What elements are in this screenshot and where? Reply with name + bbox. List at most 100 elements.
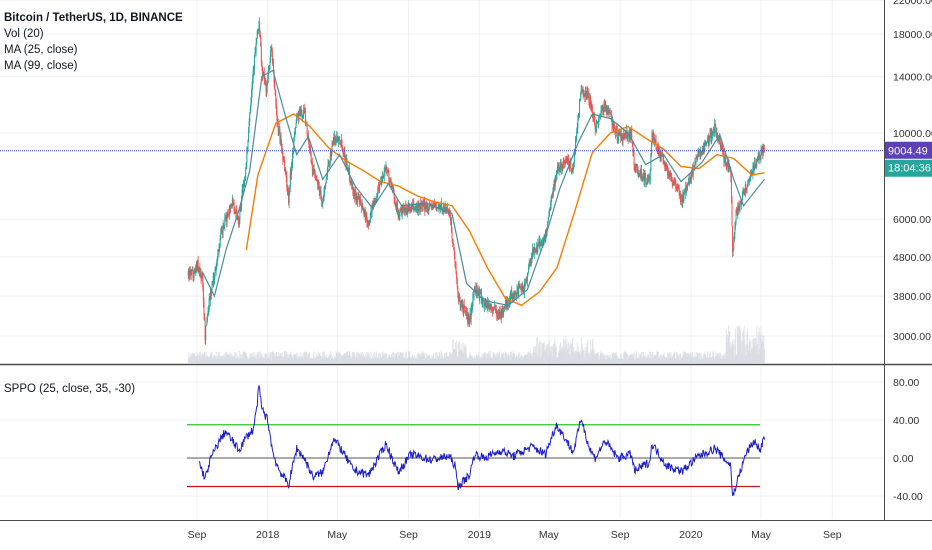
candle-body (690, 173, 692, 179)
volume-bar (297, 356, 299, 363)
volume-bar (532, 350, 534, 363)
volume-bar (359, 354, 361, 363)
candle-body (621, 133, 623, 138)
candle-body (370, 210, 372, 215)
candle-body (259, 22, 261, 32)
volume-bar (304, 351, 306, 363)
candle-body (303, 109, 305, 111)
candle-body (725, 164, 727, 166)
volume-bar (628, 355, 630, 363)
countdown-tag[interactable] (885, 159, 932, 177)
candle-body (524, 282, 526, 284)
volume-bar (548, 340, 550, 363)
legend-ma99[interactable]: MA (99, close) (4, 60, 78, 72)
candle-body (350, 180, 352, 185)
volume-bar (292, 357, 294, 363)
volume-bar (329, 354, 331, 363)
volume-bar (506, 353, 508, 363)
candle-body (192, 270, 194, 278)
candle-body (213, 273, 215, 283)
candle-body (361, 204, 363, 209)
candle-body (714, 124, 716, 127)
candle-body (366, 217, 368, 222)
candle-body (431, 206, 433, 208)
candle-body (557, 167, 559, 169)
legend-vol[interactable]: Vol (20) (4, 28, 44, 40)
volume-bar (340, 354, 342, 363)
volume-bar (500, 358, 502, 363)
candle-body (627, 136, 629, 138)
volume-bar (281, 356, 283, 363)
candle-body (516, 289, 518, 296)
volume-bar (612, 354, 614, 363)
volume-bar (239, 357, 241, 363)
candle-body (455, 265, 457, 275)
candle-body (677, 185, 679, 191)
volume-bar (192, 352, 194, 363)
candle-body (394, 197, 396, 202)
candle-body (726, 165, 728, 167)
legend-symbol[interactable]: Bitcoin / TetherUS, 1D, BINANCE (4, 12, 183, 24)
candle-body (237, 218, 239, 221)
volume-bar (232, 356, 234, 363)
volume-bar (700, 355, 702, 363)
volume-bar (618, 358, 620, 363)
volume-bar (224, 351, 226, 363)
candle-body (689, 176, 691, 182)
volume-bar (517, 354, 519, 363)
candle-body (744, 184, 746, 196)
candle-body (563, 158, 565, 161)
candle-body (694, 163, 696, 169)
candle-body (529, 261, 531, 263)
candle-body (237, 218, 239, 220)
volume-bar (314, 357, 316, 363)
candle-body (663, 159, 665, 164)
volume-bar (357, 352, 359, 363)
candle-body (445, 206, 447, 209)
volume-bar (373, 351, 375, 363)
volume-bar (212, 358, 214, 363)
volume-bar (327, 358, 329, 363)
volume-bar (740, 328, 742, 363)
volume-bar (234, 351, 236, 363)
volume-bar (642, 352, 644, 363)
candle-body (410, 206, 412, 212)
volume-bar (742, 340, 744, 363)
candle-body (468, 315, 470, 322)
volume-bar (300, 357, 302, 363)
volume-bar (756, 326, 758, 363)
candle-body (547, 221, 549, 228)
candle-body (215, 268, 217, 272)
candle-body (300, 109, 302, 116)
candle-body (536, 246, 538, 253)
candle-body (256, 30, 258, 39)
volume-bar (466, 354, 468, 363)
volume-bar (285, 352, 287, 363)
volume-bar (500, 353, 502, 363)
volume-bar (348, 355, 350, 363)
legend-sppo[interactable]: SPPO (25, close, 35, -30) (4, 383, 136, 395)
volume-bar (482, 354, 484, 363)
volume-bar (369, 356, 371, 363)
volume-bar (370, 358, 372, 363)
last-price-tag[interactable] (885, 141, 932, 159)
candle-body (682, 193, 684, 202)
legend-ma25[interactable]: MA (25, close) (4, 44, 78, 56)
candle-body (497, 310, 499, 318)
volume-bar (334, 358, 336, 363)
volume-bar (376, 353, 378, 363)
volume-bar (651, 358, 653, 363)
volume-bar (666, 358, 668, 363)
candle-body (212, 282, 214, 284)
volume-bar (485, 352, 487, 363)
candle-body (630, 131, 632, 138)
volume-bar (620, 353, 622, 363)
volume-bar (354, 357, 356, 363)
candle-body (485, 305, 487, 306)
volume-bar (568, 341, 570, 363)
candle-body (388, 172, 390, 182)
candle-body (376, 194, 378, 197)
candle-body (498, 310, 500, 319)
candle-body (689, 177, 691, 182)
volume-bar (418, 353, 420, 363)
